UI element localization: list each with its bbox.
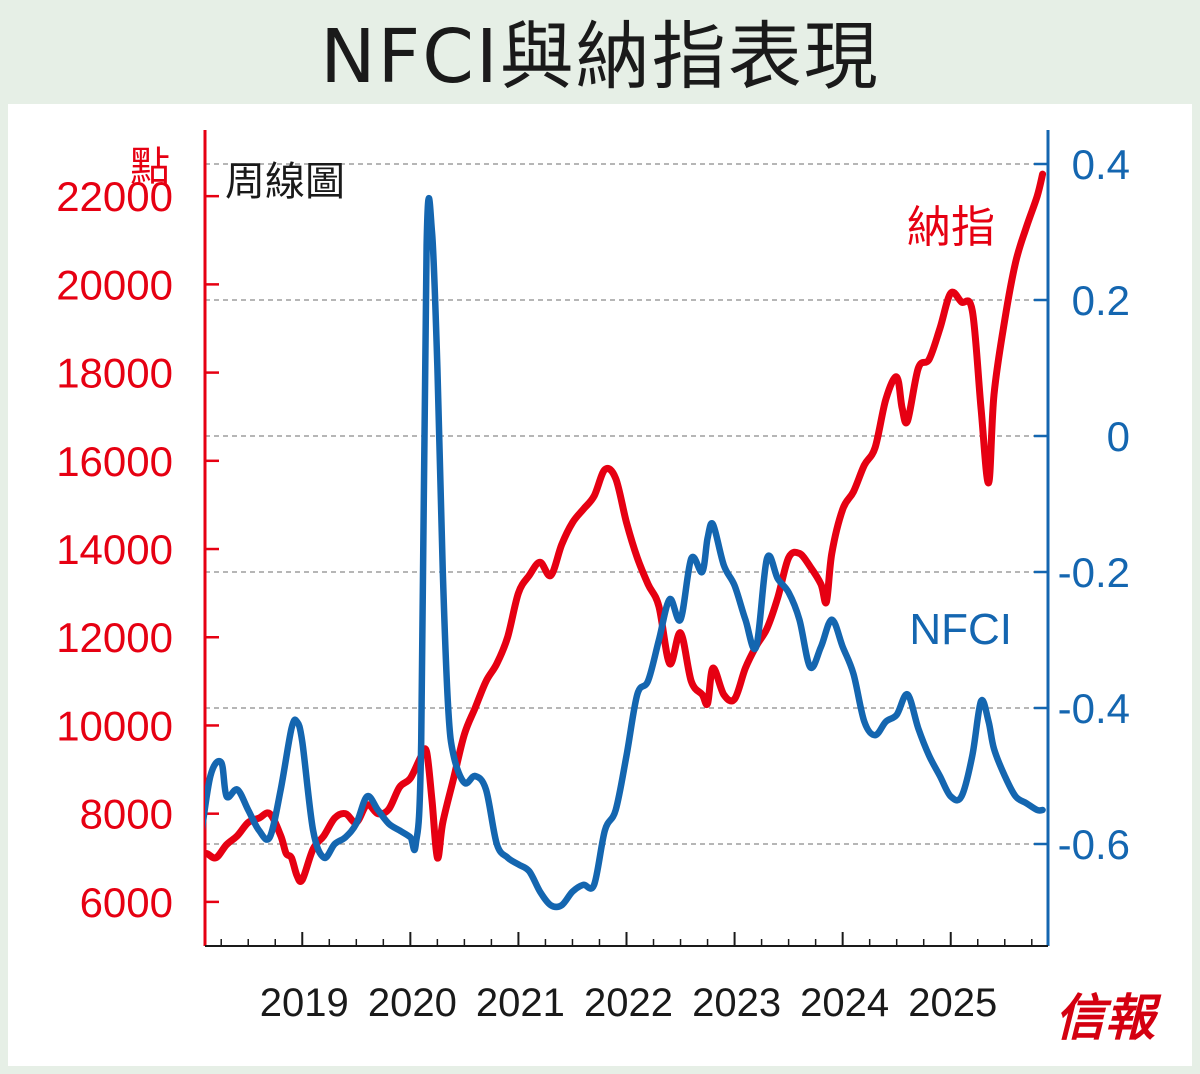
left-tick-label: 16000 [56,438,173,485]
left-tick-label: 22000 [56,173,173,220]
nasdaq-series-line [205,170,1047,885]
left-tick-label: 12000 [56,614,173,661]
bottom-tick-label: 2024 [800,981,889,1025]
source-logo: 信報 [1055,988,1162,1047]
right-tick-label: 0 [1107,413,1130,460]
left-tick-label: 18000 [56,350,173,397]
chart-subtitle: 周線圖 [225,160,345,204]
bottom-tick-label: 2020 [368,981,457,1025]
bottom-axis: 2019 2020 2021 2022 2023 2024 2025 [205,932,1048,1025]
bottom-tick-label: 2019 [260,981,349,1025]
right-axis: 0.4 0.2 0 -0.2 -0.4 -0.6 [1034,130,1130,946]
left-tick-label: 6000 [80,879,173,926]
series-layer [205,170,1047,911]
right-tick-label: -0.6 [1058,821,1130,868]
bottom-tick-label: 2021 [476,981,565,1025]
grid-lines [205,163,1048,845]
right-tick-label: -0.2 [1058,549,1130,596]
right-tick-label: 0.4 [1072,141,1130,188]
nasdaq-series-label: 納指 [907,203,995,252]
chart-title: NFCI與納指表現 [320,13,880,100]
left-axis-unit: 點 [130,145,170,189]
bottom-tick-label: 2023 [692,981,781,1025]
bottom-tick-label: 2022 [584,981,673,1025]
right-tick-label: 0.2 [1072,277,1130,324]
nfci-series-line [205,195,1046,911]
left-tick-label: 10000 [56,702,173,749]
right-tick-label: -0.4 [1058,685,1130,732]
left-tick-label: 8000 [80,791,173,838]
left-tick-label: 14000 [56,526,173,573]
left-axis: 6000 8000 10000 12000 14000 16000 18000 20000 22… [56,130,219,946]
nfci-series-label: NFCI [909,605,1012,654]
bottom-tick-label: 2025 [908,981,997,1025]
left-tick-label: 20000 [56,261,173,308]
